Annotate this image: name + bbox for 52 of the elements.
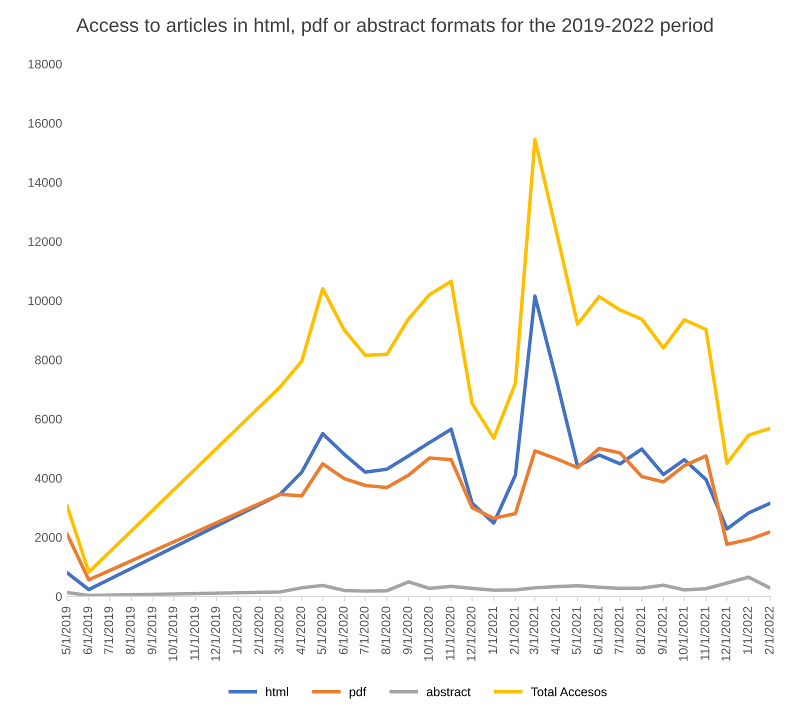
x-tick-label: 2/1/2022 xyxy=(764,606,774,654)
y-tick-label: 16000 xyxy=(28,118,62,128)
x-tick-label: 6/1/2019 xyxy=(82,606,92,654)
line-series xyxy=(67,446,770,582)
x-tick-label: 7/1/2020 xyxy=(359,606,369,654)
x-tick-label: 5/1/2021 xyxy=(572,606,581,654)
x-tick-label: 11/1/2019 xyxy=(190,606,199,660)
x-tick-label: 4/1/2020 xyxy=(296,606,306,654)
x-tick-label: 10/1/2019 xyxy=(168,606,178,661)
x-tick-label: 4/1/2021 xyxy=(550,606,560,654)
chart-title: Access to articles in html, pdf or abstract formats for the 2019-2022 period xyxy=(76,18,713,36)
legend-label: Total Accesos xyxy=(530,687,607,696)
x-tick-label: 12/1/2019 xyxy=(210,606,220,661)
x-tick-label: 12/1/2020 xyxy=(466,606,476,661)
x-tick-label: 8/1/2020 xyxy=(381,606,390,654)
x-tick-label: 9/1/2020 xyxy=(402,606,412,654)
x-tick-label: 7/1/2019 xyxy=(104,606,114,654)
legend-label: abstract xyxy=(426,687,471,696)
y-tick-label: 2000 xyxy=(35,533,62,542)
x-tick-label: 2/1/2021 xyxy=(510,606,519,654)
x-tick-label: 11/1/2020 xyxy=(445,606,455,660)
x-tick-label: 1/1/2021 xyxy=(488,606,498,654)
x-tick-label: 9/1/2019 xyxy=(147,606,156,654)
x-tick-label: 12/1/2021 xyxy=(721,606,730,661)
x-tick-label: 10/1/2021 xyxy=(678,606,688,661)
x-tick-label: 5/1/2019 xyxy=(61,606,71,654)
x-tick-label: 8/1/2021 xyxy=(636,606,646,654)
y-tick-label: 18000 xyxy=(28,60,62,69)
y-tick-label: 0 xyxy=(56,592,62,602)
x-tick-label: 6/1/2020 xyxy=(338,606,348,654)
x-tick-label: 7/1/2021 xyxy=(614,606,624,654)
line-series xyxy=(67,138,770,574)
x-tick-label: 3/1/2020 xyxy=(274,606,284,654)
x-tick-label: 2/1/2020 xyxy=(254,606,264,654)
legend-label: html xyxy=(266,687,288,696)
x-tick-label: 9/1/2021 xyxy=(658,606,667,654)
x-tick-label: 6/1/2021 xyxy=(593,606,603,654)
x-tick-label: 11/1/2021 xyxy=(700,606,710,660)
line-series xyxy=(67,294,770,592)
x-tick-label: 8/1/2019 xyxy=(126,606,135,654)
legend-label: pdf xyxy=(350,687,366,699)
y-tick-label: 6000 xyxy=(35,414,62,424)
x-tick-label: 1/1/2020 xyxy=(232,606,242,654)
y-tick-label: 14000 xyxy=(28,178,62,187)
y-tick-label: 8000 xyxy=(35,356,62,364)
x-tick-label: 3/1/2021 xyxy=(529,606,538,654)
y-tick-label: 12000 xyxy=(28,237,62,246)
x-tick-label: 5/1/2020 xyxy=(316,606,326,654)
y-tick-label: 10000 xyxy=(28,296,62,306)
x-tick-label: 1/1/2022 xyxy=(742,606,752,654)
y-tick-label: 4000 xyxy=(34,474,62,483)
x-tick-label: 10/1/2020 xyxy=(424,606,433,661)
